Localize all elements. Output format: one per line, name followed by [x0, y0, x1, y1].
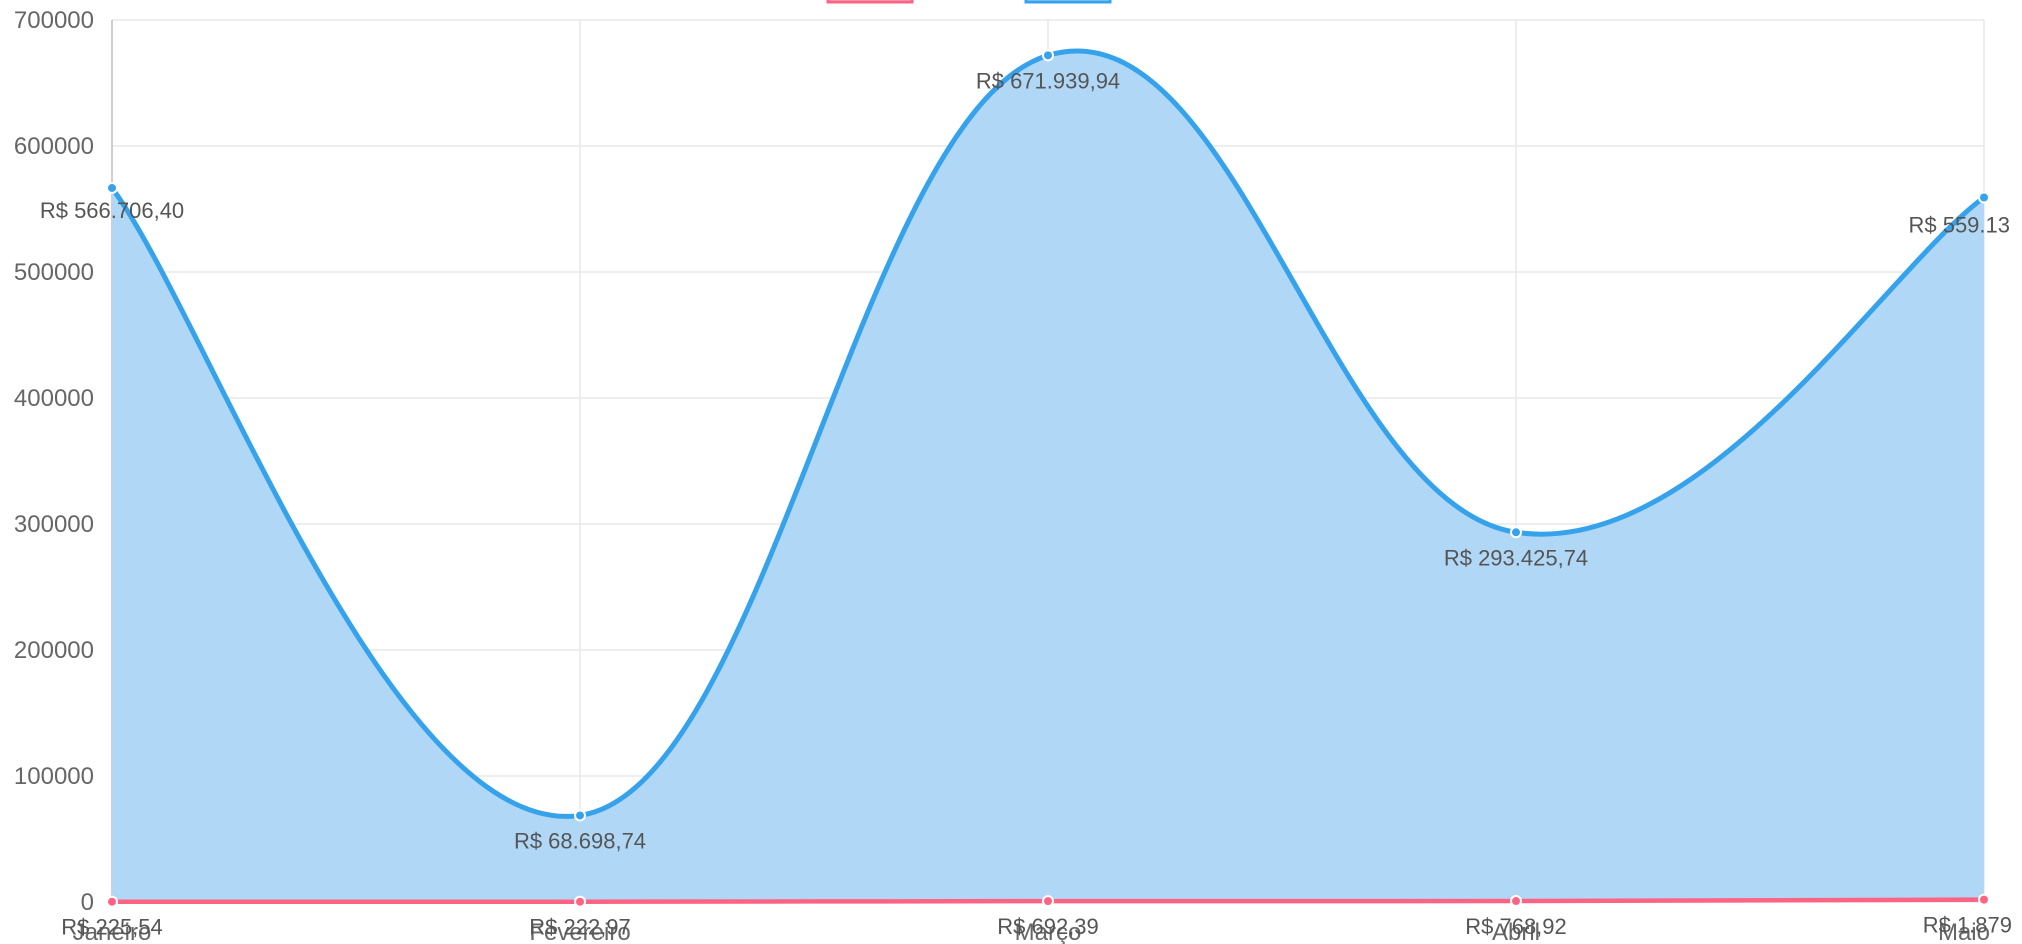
data-point[interactable]: [106, 895, 118, 908]
data-point[interactable]: [1510, 526, 1522, 539]
legend-swatch[interactable]: [826, 0, 914, 4]
y-tick-label: 500000: [14, 259, 94, 286]
data-label: R$ 692,39: [997, 914, 1099, 939]
data-point[interactable]: [574, 895, 586, 908]
data-point[interactable]: [1978, 893, 1990, 906]
data-point[interactable]: [1510, 895, 1522, 908]
y-tick-label: 600000: [14, 133, 94, 160]
data-labels: R$ 566.706,40 R$ 68.698,74 R$ 671.939,94 R$…: [40, 68, 2012, 939]
y-tick-label: 300000: [14, 511, 94, 538]
x-tick-label: Maio: [1938, 919, 1990, 944]
series: [106, 48, 1990, 908]
y-tick-label: 200000: [14, 637, 94, 664]
data-label: R$ 1.879: [1923, 913, 2012, 938]
data-point[interactable]: [1978, 191, 1990, 204]
data-label: R$ 559.13: [1908, 212, 2010, 237]
data-point[interactable]: [106, 181, 118, 194]
axis-ticks: 0 100000 200000 300000 400000 500000 600000 700…: [14, 7, 1990, 944]
data-label: R$ 222,97: [529, 915, 631, 940]
data-point[interactable]: [1042, 49, 1054, 62]
data-point[interactable]: [1042, 895, 1054, 908]
y-tick-label: 100000: [14, 763, 94, 790]
data-label: R$ 68.698,74: [514, 828, 646, 853]
legend[interactable]: [826, 0, 1112, 4]
legend-swatch[interactable]: [1024, 0, 1112, 4]
y-tick-label: 400000: [14, 385, 94, 412]
x-tick-label: Fevereiro: [529, 919, 630, 944]
x-tick-label: Janeiro: [73, 919, 152, 944]
data-label: R$ 225,54: [61, 915, 163, 940]
data-label: R$ 293.425,74: [1444, 545, 1588, 570]
y-tick-label: 700000: [14, 7, 94, 34]
data-point[interactable]: [574, 809, 586, 822]
data-label: R$ 768,92: [1465, 914, 1567, 939]
data-label: R$ 671.939,94: [976, 68, 1120, 93]
series-line: [109, 48, 1986, 819]
x-tick-label: Março: [1015, 919, 1082, 944]
series-1: [106, 48, 1990, 903]
series-0: [106, 893, 1990, 908]
data-label: R$ 566.706,40: [40, 198, 184, 223]
series-area: [112, 50, 1984, 903]
x-tick-label: Abril: [1492, 919, 1540, 944]
y-tick-label: 0: [81, 889, 94, 916]
